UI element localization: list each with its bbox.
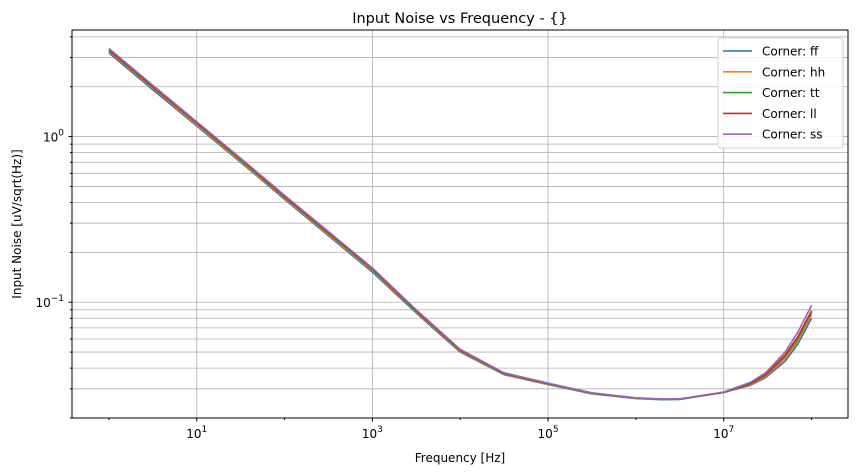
x-axis-label: Frequency [Hz] [415,451,506,465]
y-axis-label: Input Noise [uV/sqrt(Hz)] [10,149,24,298]
legend-entry: Corner: hh [723,65,825,79]
y-tick-label: 10−1 [35,294,64,310]
legend-entry: Corner: ll [723,107,817,121]
series-line-corner-ll [108,49,813,400]
legend-box [717,37,844,149]
legend: Corner: ff Corner: hh Corner: tt Corner: ll… [717,37,844,149]
chart-title: Input Noise vs Frequency - {} [352,11,568,27]
legend-label: Corner: tt [762,86,820,100]
x-tick-label: 105 [538,425,559,441]
legend-label: Corner: ll [762,107,817,121]
y-tick-label: 100 [43,129,64,145]
x-tick-label: 107 [713,425,734,441]
series-line-corner-tt [108,50,813,401]
legend-label: Corner: ff [762,45,819,59]
series-line-corner-ff [108,52,813,401]
x-tick-label: 103 [362,425,383,441]
legend-entry: Corner: tt [723,86,820,100]
ticks: 101 103 105 107 100 10−1 [35,36,813,441]
legend-entry: Corner: ff [723,45,819,59]
grid [72,30,848,419]
legend-label: Corner: ss [762,128,823,142]
legend-label: Corner: hh [762,65,825,79]
x-tick-label: 101 [186,425,207,441]
series-line-corner-hh [108,50,813,401]
legend-entry: Corner: ss [723,128,823,142]
series-line-corner-ss [108,47,813,400]
series-lines [108,47,813,401]
